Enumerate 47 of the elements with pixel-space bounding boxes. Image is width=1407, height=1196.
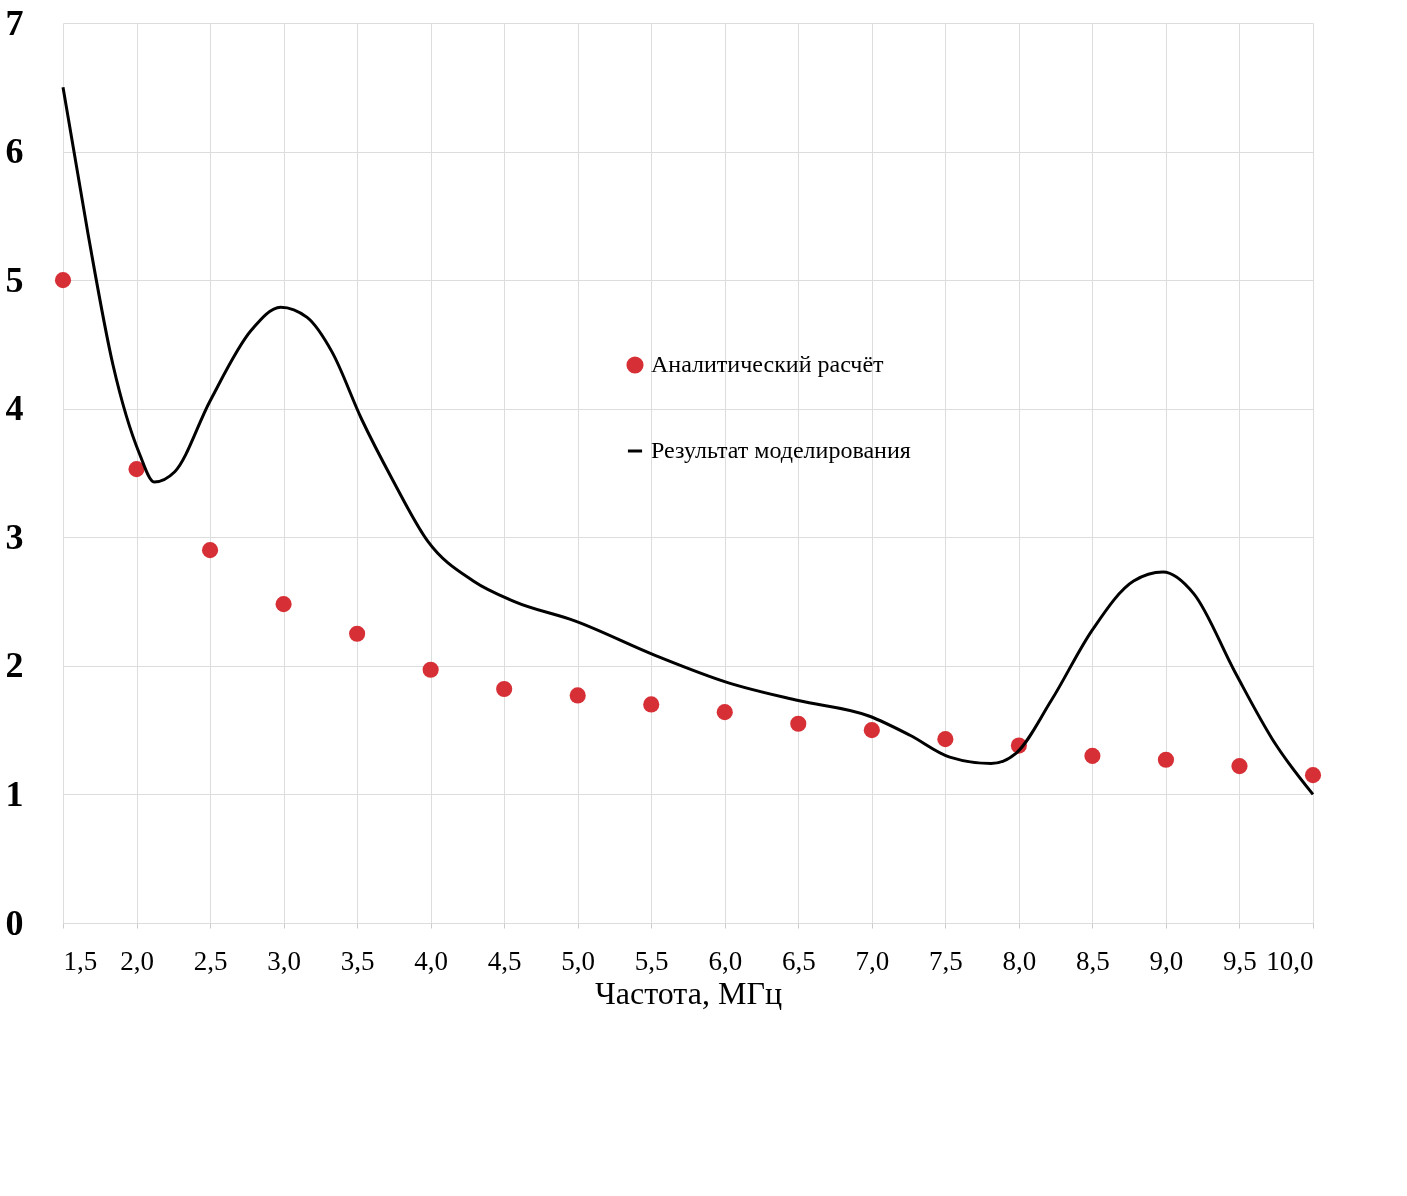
point xyxy=(496,680,513,698)
point xyxy=(128,461,145,478)
legend-label: Аналитический расчёт xyxy=(651,351,885,377)
point xyxy=(349,625,366,642)
point xyxy=(54,272,72,289)
x-tick-label: 6,5 xyxy=(781,945,816,976)
x-tick-label: 6,0 xyxy=(708,945,743,976)
y-tick-label: 6 xyxy=(5,131,24,172)
point xyxy=(863,722,880,739)
x-tick-label: 2,0 xyxy=(120,945,154,976)
x-tick-label: 7,0 xyxy=(855,945,890,976)
x-tick-label: 4,0 xyxy=(414,945,449,976)
x-tick-label: 9,0 xyxy=(1149,945,1184,976)
x-tick-label: 7,5 xyxy=(928,945,963,976)
y-tick-label: 5 xyxy=(5,259,24,300)
point xyxy=(275,596,292,613)
y-tick-label: 3 xyxy=(5,516,24,557)
x-tick-label: 4,5 xyxy=(487,945,522,976)
x-tick-label: 5,5 xyxy=(634,945,669,976)
x-tick-label: 1,5 xyxy=(63,945,98,976)
point xyxy=(937,731,954,748)
y-tick-label: 2 xyxy=(5,645,24,686)
x-tick-label: 8,5 xyxy=(1076,945,1110,976)
x-tick-label: 8,0 xyxy=(1002,945,1037,976)
line-series xyxy=(61,85,1315,796)
y-tick-label: 7 xyxy=(5,2,24,43)
y-tick-label: 0 xyxy=(5,902,24,943)
legend-label: Результат моделирования xyxy=(651,437,911,463)
point xyxy=(643,696,660,713)
x-tick-label: 5,0 xyxy=(561,945,596,976)
point xyxy=(569,687,586,704)
x-tick-label: 9,5 xyxy=(1223,945,1257,976)
point xyxy=(1304,767,1322,784)
x-axis-title: Частота, МГц xyxy=(595,974,782,1011)
point xyxy=(1157,751,1174,768)
y-tick-label: 1 xyxy=(5,773,24,814)
point xyxy=(716,704,733,721)
point xyxy=(790,715,807,732)
x-tick-label: 3,5 xyxy=(340,945,375,976)
x-tick-label: 10,0 xyxy=(1266,945,1314,976)
point xyxy=(422,661,439,678)
point xyxy=(1231,758,1248,775)
point xyxy=(1084,747,1101,764)
x-tick-label: 3,0 xyxy=(267,945,301,976)
point xyxy=(202,542,219,559)
x-tick-label: 2,5 xyxy=(193,945,228,976)
y-tick-label: 4 xyxy=(5,388,24,429)
